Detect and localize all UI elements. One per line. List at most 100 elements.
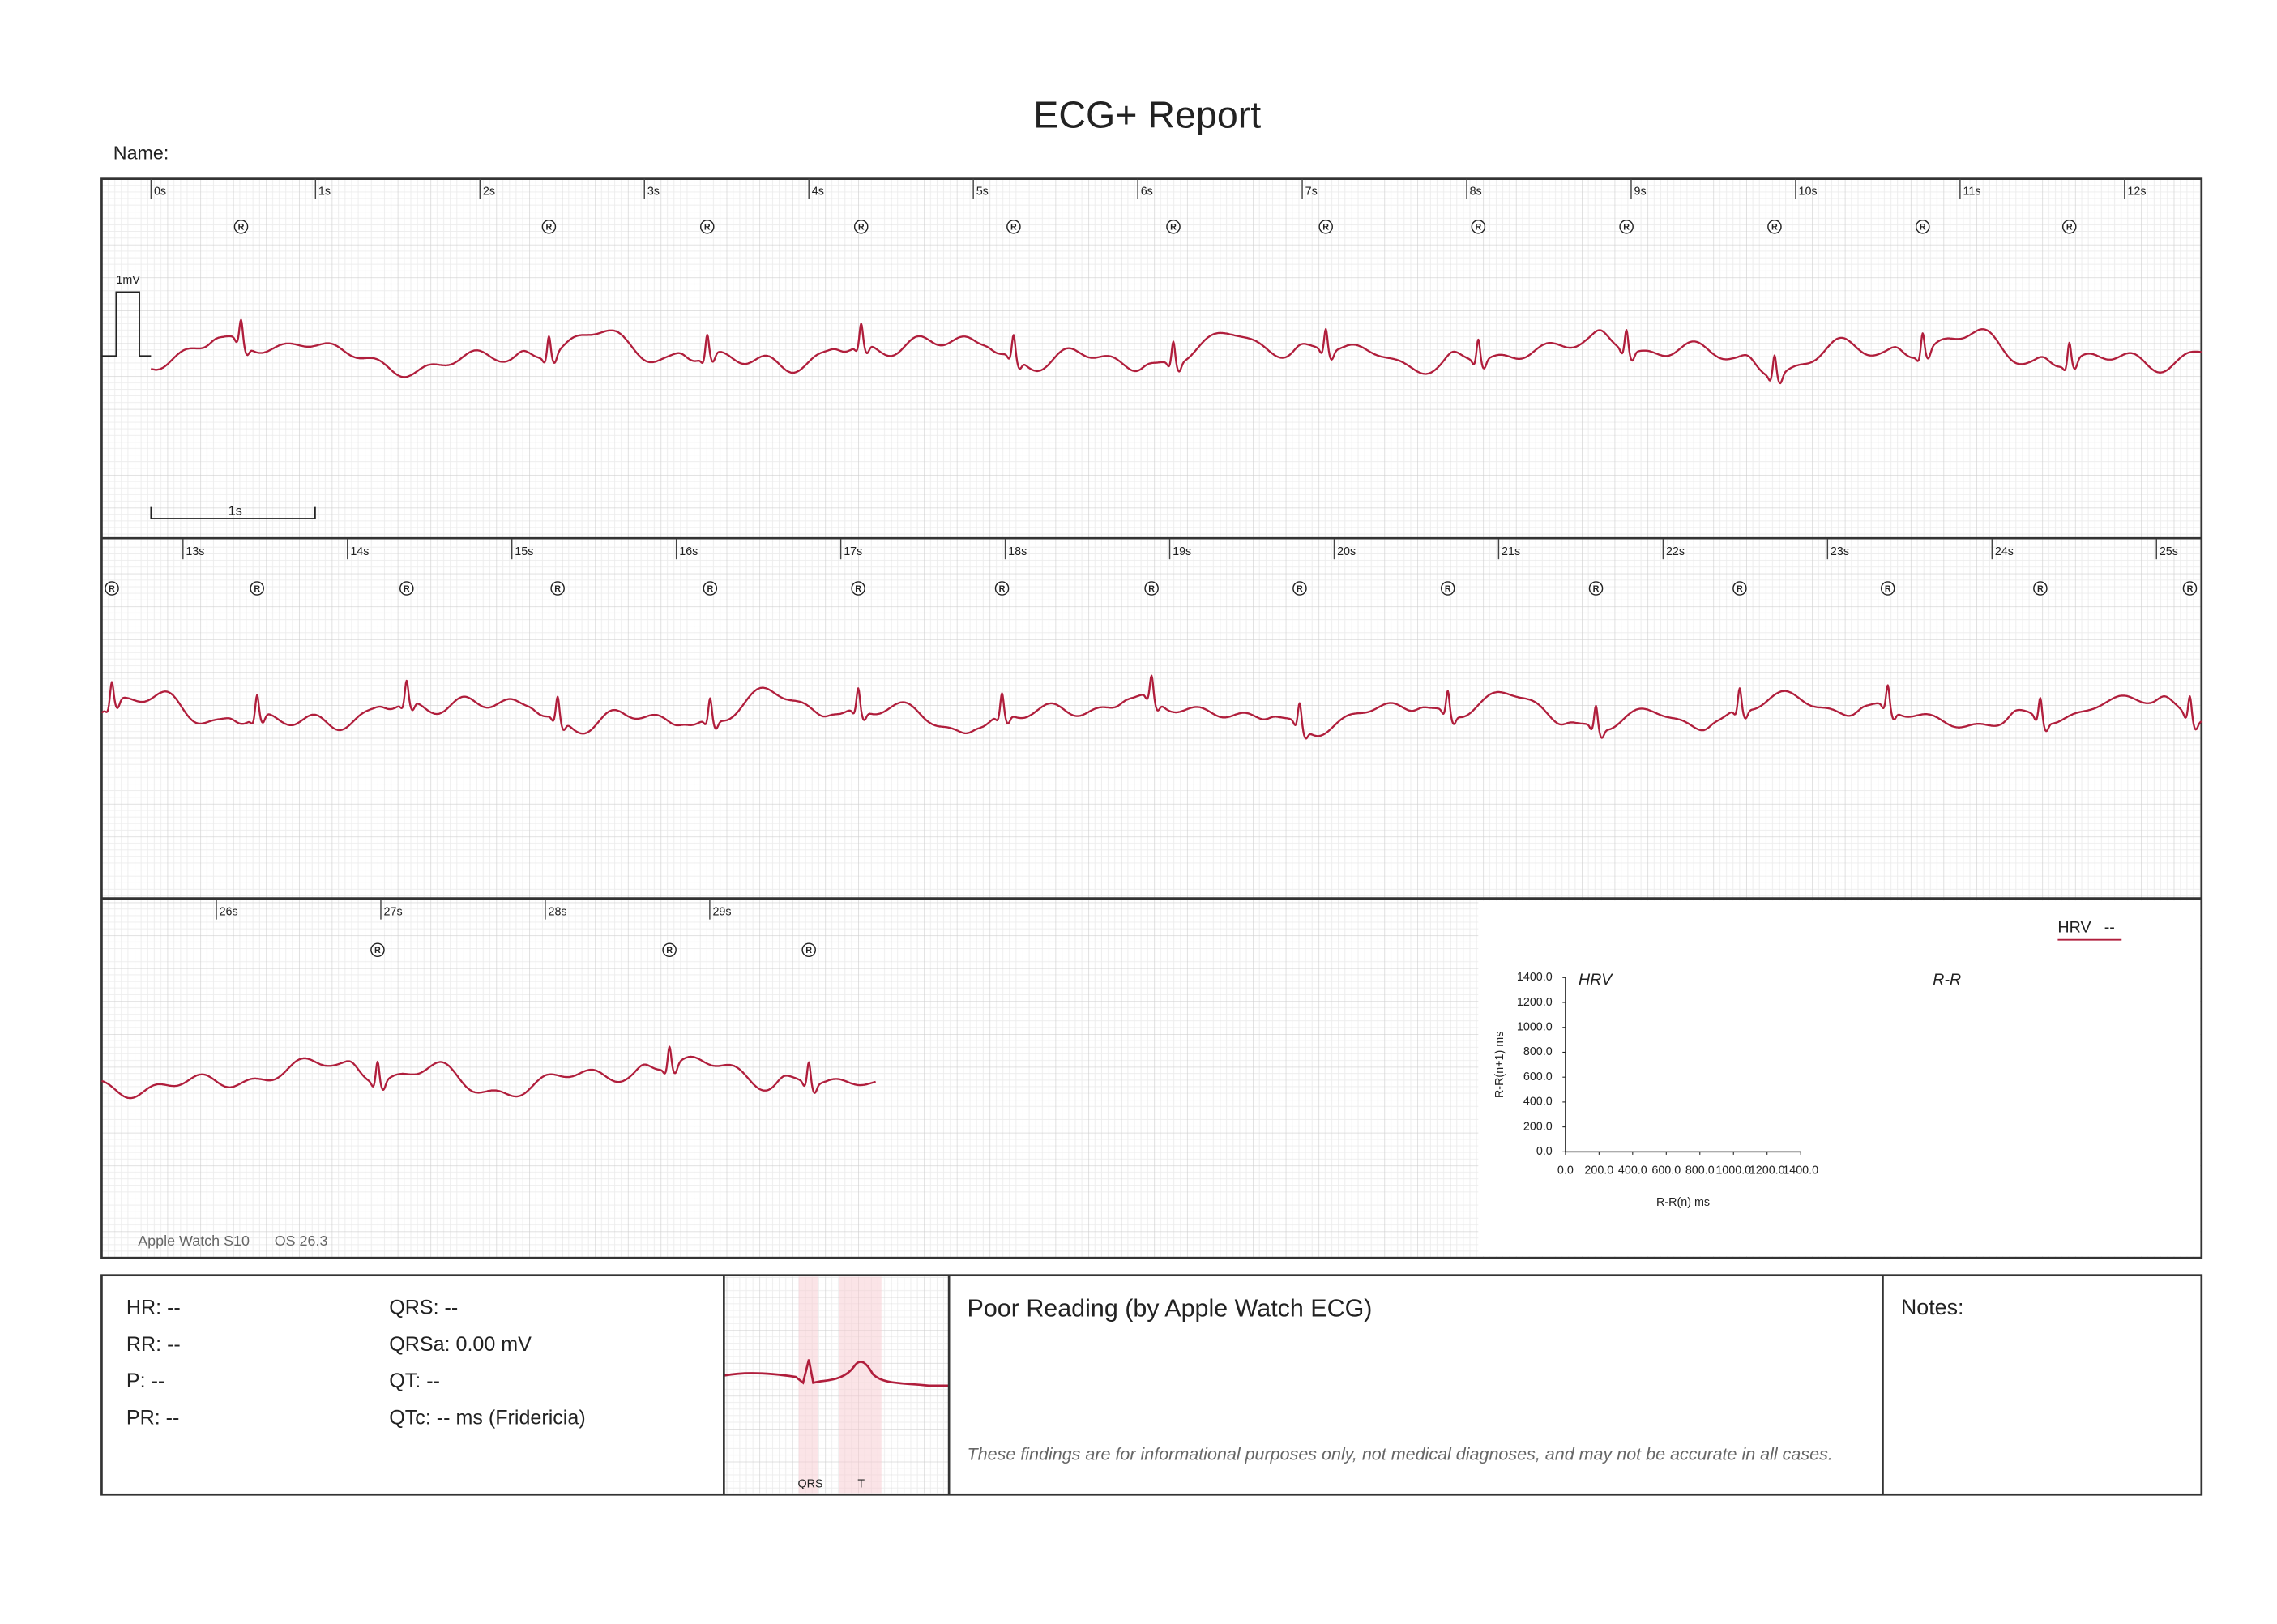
ecg-strips: 0s 1s 2s 3s 4s 5s 6s 7s 8s 9s 10s 11s 12s R R R R R R R R R R R… — [100, 178, 2202, 1100]
r-marker-ring — [851, 581, 865, 596]
measurement: QT: -- — [389, 1370, 440, 1392]
x-tick-label: 800.0 — [1685, 1164, 1715, 1177]
r-marker-ring — [550, 581, 565, 596]
x-tick-label: 0.0 — [1557, 1164, 1574, 1177]
time-label: 23s — [1831, 545, 1849, 558]
r-marker-ring — [2061, 220, 2077, 234]
time-label: 24s — [1995, 545, 2014, 558]
time-label: 5s — [976, 186, 989, 199]
x-tick-label: 1200.0 — [1749, 1164, 1785, 1177]
time-label: 19s — [1173, 545, 1191, 558]
time-label: 22s — [1666, 545, 1685, 558]
time-label: 20s — [1337, 545, 1356, 558]
r-marker-ring — [801, 942, 816, 958]
y-tick-label: 0.0 — [1536, 1145, 1553, 1158]
time-label: 11s — [1963, 186, 1980, 199]
name-label: Name: — [113, 142, 169, 163]
ecg-trace — [150, 318, 2202, 385]
r-marker: R — [546, 223, 553, 233]
r-marker: R — [855, 584, 861, 594]
measurement: QRSa: 0.00 mV — [389, 1333, 532, 1356]
measurement: RR: -- — [126, 1333, 181, 1356]
time-label: 8s — [1470, 186, 1482, 199]
r-marker-ring — [1292, 581, 1307, 596]
time-label: 25s — [2160, 545, 2178, 558]
r-marker-ring — [1318, 220, 1333, 234]
t-band — [839, 1276, 882, 1494]
r-marker: R — [404, 584, 410, 594]
r-marker: R — [109, 584, 115, 594]
t-label: T — [857, 1478, 865, 1491]
r-marker: R — [254, 584, 260, 594]
r-marker: R — [2066, 223, 2073, 233]
r-marker-ring — [994, 581, 1010, 596]
r-marker-ring — [699, 220, 715, 234]
r-marker: R — [1445, 584, 1451, 594]
r-marker-ring — [1471, 220, 1486, 234]
time-label: 9s — [1634, 186, 1647, 199]
notes-label: Notes: — [1901, 1295, 1964, 1319]
y-tick-label: 600.0 — [1523, 1071, 1553, 1083]
time-label: 0s — [154, 186, 166, 199]
qrs-label: QRS — [797, 1478, 822, 1491]
r-marker: R — [1885, 584, 1891, 594]
r-marker-ring — [1915, 220, 1930, 234]
x-tick-label: 1400.0 — [1783, 1164, 1818, 1177]
r-marker: R — [805, 946, 812, 955]
x-tick-label: 600.0 — [1651, 1164, 1681, 1177]
strip-frame — [100, 177, 2203, 1259]
r-marker-ring — [233, 220, 249, 234]
time-label: 3s — [647, 186, 660, 199]
r-marker-ring — [541, 220, 557, 234]
x-tick-label: 400.0 — [1618, 1164, 1647, 1177]
scale-bar — [150, 506, 316, 519]
x-tick-label: 1000.0 — [1715, 1164, 1751, 1177]
time-label: 10s — [1799, 186, 1818, 199]
r-marker: R — [1623, 223, 1630, 233]
x-tick-label: 200.0 — [1584, 1164, 1613, 1177]
time-label: 18s — [1008, 545, 1027, 558]
r-marker-ring — [1880, 581, 1895, 596]
time-label: 7s — [1305, 186, 1318, 199]
r-marker: R — [1010, 223, 1017, 233]
ecg-trace — [100, 674, 2202, 740]
r-marker-ring — [853, 220, 869, 234]
chart-title: HRV — [1579, 971, 1613, 989]
hrv-chart: 0.0 200.0 400.0 600.0 800.01000.01200.01400.… — [1493, 971, 1818, 1209]
x-axis-label: R-R(n) ms — [1656, 1196, 1710, 1209]
r-marker-ring — [1006, 220, 1021, 234]
time-label: 12s — [2127, 186, 2146, 199]
time-label: 1s — [318, 186, 331, 199]
r-marker-ring — [1144, 581, 1159, 596]
r-marker: R — [707, 584, 713, 594]
r-marker-ring — [399, 581, 414, 596]
r-marker: R — [1920, 223, 1926, 233]
device-model: Apple Watch S10 — [138, 1233, 250, 1249]
r-marker-ring — [1440, 581, 1455, 596]
scale-label: 1s — [229, 503, 242, 518]
r-marker: R — [1322, 223, 1329, 233]
r-marker: R — [1737, 584, 1743, 594]
r-marker-ring — [1588, 581, 1604, 596]
measurement: HR: -- — [126, 1297, 181, 1319]
device-os: OS 26.3 — [275, 1233, 328, 1249]
r-marker: R — [704, 223, 711, 233]
hrv-panel-bg — [1478, 900, 2201, 1257]
measurement: QTc: -- ms (Fridericia) — [389, 1407, 585, 1430]
r-marker-ring — [250, 581, 264, 596]
report-title: ECG+ Report — [1033, 94, 1261, 136]
beat-trace — [724, 1359, 949, 1387]
r-marker: R — [2037, 584, 2044, 594]
r-marker: R — [238, 223, 245, 233]
time-label: 28s — [549, 905, 567, 918]
time-label: 13s — [186, 545, 204, 558]
time-label: 21s — [1502, 545, 1520, 558]
time-label: 27s — [384, 905, 403, 918]
rr-title: R-R — [1933, 971, 1961, 989]
r-marker-ring — [370, 942, 385, 958]
time-label: 17s — [844, 545, 862, 558]
r-marker: R — [554, 584, 561, 594]
r-marker: R — [1771, 223, 1778, 233]
